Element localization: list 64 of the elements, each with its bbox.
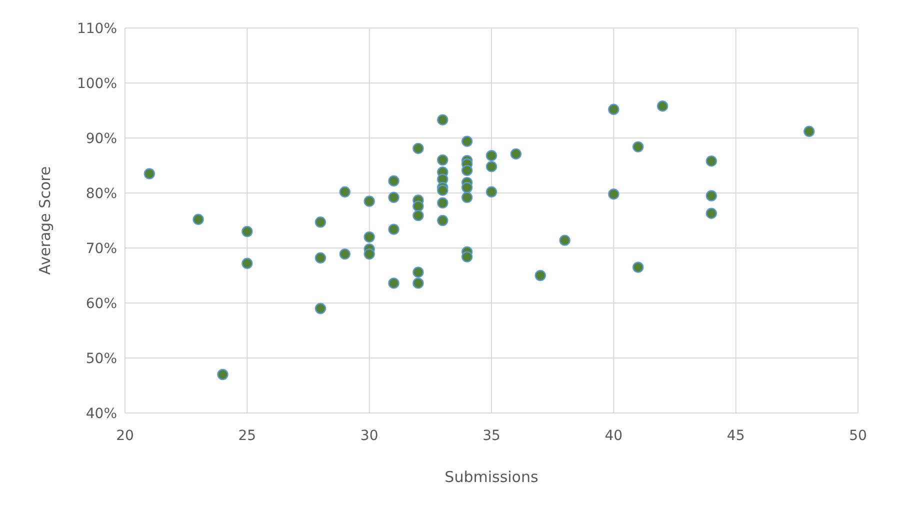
point (437, 214, 448, 226)
point (412, 266, 424, 278)
point (437, 154, 448, 166)
point (608, 188, 620, 200)
point (534, 270, 546, 282)
point (339, 248, 350, 260)
point (412, 200, 424, 212)
point (632, 262, 644, 273)
point (314, 216, 326, 228)
point (486, 161, 498, 172)
point (242, 258, 253, 269)
x-tick-label: 20 (116, 428, 134, 444)
y-tick-label: 50% (86, 350, 117, 367)
point (412, 142, 424, 154)
point (339, 186, 350, 198)
point (388, 192, 400, 203)
point (706, 208, 717, 219)
y-tick-label: 40% (86, 406, 117, 422)
point (192, 214, 204, 225)
y-tick-label: 70% (86, 240, 117, 257)
point (314, 252, 326, 264)
point (412, 278, 424, 289)
point (706, 190, 717, 202)
x-tick-label: 35 (482, 428, 500, 444)
point (632, 141, 644, 152)
point (364, 248, 375, 260)
x-tick-label: 50 (849, 428, 867, 444)
point (486, 150, 498, 162)
point (608, 104, 620, 115)
point (656, 100, 668, 112)
point (461, 192, 473, 203)
point (461, 164, 473, 176)
y-tick-label: 110% (76, 20, 117, 37)
point (559, 234, 570, 246)
x-tick-label: 25 (238, 428, 256, 444)
point (510, 148, 522, 160)
point (364, 231, 375, 243)
point (706, 156, 717, 167)
point (364, 196, 375, 207)
x-tick-label: 30 (360, 428, 378, 444)
point (314, 302, 326, 314)
point (412, 210, 424, 222)
point (461, 251, 473, 262)
point (461, 136, 473, 147)
point (461, 182, 473, 194)
point (388, 278, 400, 289)
point (437, 197, 448, 208)
y-tick-label: 80% (86, 186, 117, 202)
y-axis-title: Average Score (36, 166, 54, 275)
y-tick-label: 90% (86, 130, 117, 147)
x-tick-label: 45 (726, 428, 745, 444)
point (144, 168, 156, 180)
x-axis-title: Submissions (444, 468, 538, 486)
y-tick-label: 60% (86, 296, 117, 312)
point (486, 186, 498, 198)
point (437, 184, 448, 196)
x-tick-label: 40 (604, 428, 623, 444)
point (242, 226, 253, 238)
point (804, 126, 815, 137)
point (437, 114, 448, 126)
point (217, 368, 228, 380)
point (388, 224, 400, 235)
point (388, 175, 400, 186)
y-tick-label: 100% (76, 76, 117, 92)
